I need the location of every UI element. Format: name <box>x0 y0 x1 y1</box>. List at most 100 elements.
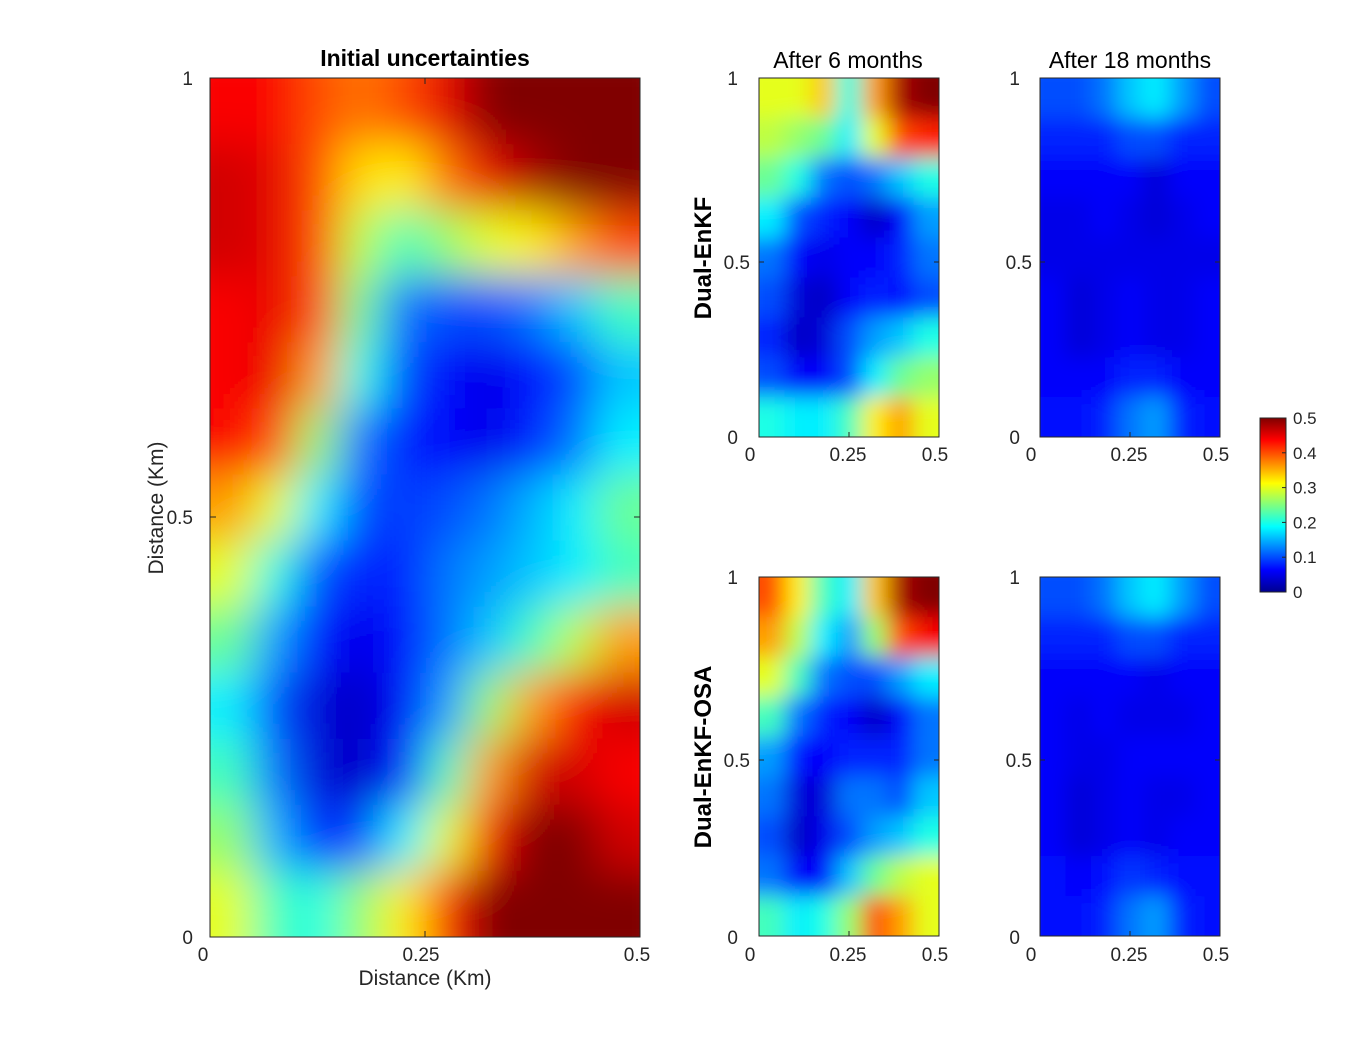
heat-cell <box>339 408 383 476</box>
heat-cell <box>810 397 837 437</box>
heat-cell <box>759 856 786 897</box>
heat-cell <box>1168 577 1196 618</box>
heat-cell <box>1142 357 1170 398</box>
heat-cell <box>1065 277 1093 319</box>
heat-cell <box>1091 656 1118 698</box>
heat-cell <box>1117 117 1144 159</box>
ytick-label: 1 <box>727 69 738 90</box>
heat-cell <box>1091 317 1118 359</box>
heat-cell <box>1142 197 1170 239</box>
heat-cell <box>759 656 786 698</box>
heat-cell <box>296 276 340 344</box>
heat-cell <box>554 144 598 211</box>
heat-cell <box>1117 157 1144 199</box>
heat-cell <box>810 157 837 199</box>
colorbar-gradient <box>1259 417 1287 593</box>
heat-cell <box>339 78 383 145</box>
xtick-label: 0.5 <box>922 445 948 466</box>
heat-cell <box>1142 816 1170 858</box>
heat-cell <box>784 616 812 658</box>
panel-enkf-18-months: After 18 months 1 0.5 0 0 0.25 0.5 <box>1006 47 1230 466</box>
heat-cell <box>887 696 915 738</box>
heat-cell <box>1117 317 1144 359</box>
heat-cell <box>810 577 837 618</box>
heat-cell <box>253 540 297 608</box>
heat-cell <box>887 896 915 936</box>
heat-cell <box>339 276 383 344</box>
panel-enkf-6-months: After 6 months Dual-EnKF 1 0.5 0 0 0.25 … <box>690 47 948 466</box>
heat-cell <box>468 540 512 608</box>
heat-cell <box>554 870 598 937</box>
heat-cell <box>511 210 555 278</box>
ytick-label: 1 <box>1009 69 1020 90</box>
heat-cell <box>759 317 786 359</box>
heat-cell <box>1065 856 1093 897</box>
colorbar-tick-label: 0.5 <box>1293 409 1317 428</box>
heat-cell <box>861 856 889 897</box>
heat-cell <box>784 78 812 119</box>
heat-cell <box>1091 616 1118 658</box>
heat-cell <box>759 577 786 618</box>
heat-cell <box>759 117 786 159</box>
heat-cell <box>339 870 383 937</box>
heat-cell <box>1117 277 1144 319</box>
heat-cell <box>1168 157 1196 199</box>
heat-cell <box>913 896 939 936</box>
heat-cell <box>1091 896 1118 936</box>
heat-cell <box>554 342 598 410</box>
heat-cell <box>253 276 297 344</box>
heat-cell <box>1142 317 1170 359</box>
heat-cell <box>1040 357 1067 398</box>
heat-cell <box>1168 736 1196 778</box>
heat-cell <box>1194 856 1220 897</box>
heat-cell <box>836 776 863 818</box>
heat-cell <box>784 816 812 858</box>
heat-cell <box>425 78 469 145</box>
heat-cell <box>784 896 812 936</box>
heat-cell <box>861 277 889 319</box>
heat-cell <box>468 342 512 410</box>
heat-cell <box>1168 616 1196 658</box>
heat-cell <box>810 616 837 658</box>
ytick-label: 1 <box>1009 568 1020 589</box>
heat-cell <box>1040 157 1067 199</box>
heat-cell <box>759 736 786 778</box>
heat-cell <box>861 776 889 818</box>
heat-cell <box>810 656 837 698</box>
heat-cell <box>1194 616 1220 658</box>
row-label-dual-enkf-osa: Dual-EnKF-OSA <box>690 666 717 849</box>
heat-cell <box>861 317 889 359</box>
heat-cell <box>1040 736 1067 778</box>
heat-cell <box>1117 656 1144 698</box>
heat-cell <box>339 144 383 211</box>
heat-cell <box>836 896 863 936</box>
xtick-label: 0.25 <box>1111 445 1148 466</box>
heat-cell <box>511 804 555 872</box>
heat-cell <box>339 474 383 542</box>
heat-cell <box>784 197 812 239</box>
heat-cell <box>1040 577 1067 618</box>
heat-cell <box>913 816 939 858</box>
panel-osa-6-months: Dual-EnKF-OSA 1 0.5 0 0 0.25 0.5 <box>690 568 948 966</box>
heat-cell <box>810 816 837 858</box>
heat-cell <box>511 870 555 937</box>
heat-cell <box>253 408 297 476</box>
heat-cell <box>1117 896 1144 936</box>
heat-cell <box>836 577 863 618</box>
heat-cell <box>253 144 297 211</box>
heat-cell <box>1065 736 1093 778</box>
heat-cell <box>1142 856 1170 897</box>
heat-cell <box>210 342 254 410</box>
heat-cell <box>1194 197 1220 239</box>
heat-cell <box>468 210 512 278</box>
heat-cell <box>913 736 939 778</box>
heat-cell <box>913 157 939 199</box>
heat-cell <box>887 277 915 319</box>
heat-cell <box>836 197 863 239</box>
heat-cell <box>759 78 786 119</box>
heat-cell <box>1065 78 1093 119</box>
heat-cell <box>511 342 555 410</box>
heat-cell <box>784 656 812 698</box>
heat-cell <box>296 408 340 476</box>
